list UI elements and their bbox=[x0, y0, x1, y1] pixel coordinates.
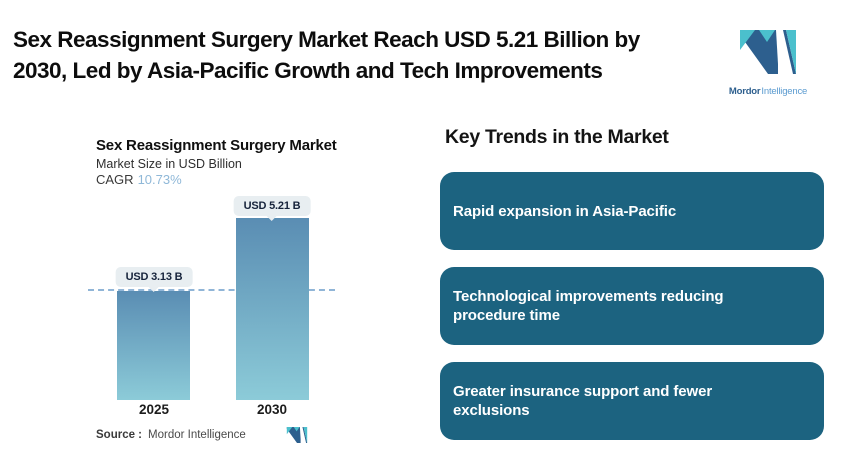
brand-name-bold: Mordor bbox=[728, 86, 761, 97]
x-axis-label-2030: 2030 bbox=[256, 402, 288, 417]
brand-wordmark: MordorIntelligence bbox=[728, 86, 808, 97]
source-value: Mordor Intelligence bbox=[148, 429, 246, 441]
chart-subtitle: Market Size in USD Billion bbox=[96, 157, 242, 171]
source-label: Source : bbox=[96, 429, 143, 441]
value-label-2030: USD 5.21 B bbox=[233, 196, 311, 216]
cagr-value: 10.73% bbox=[137, 172, 182, 187]
chart-cagr: CAGR 10.73% bbox=[96, 172, 182, 187]
page-title: Sex Reassignment Surgery Market Reach US… bbox=[13, 24, 723, 86]
trend-item-insurance-support: Greater insurance support and fewer excl… bbox=[440, 362, 824, 440]
trend-item-label: Greater insurance support and fewer excl… bbox=[453, 383, 713, 419]
reference-dashed-line bbox=[88, 289, 335, 291]
mordor-intelligence-logo-icon bbox=[740, 30, 796, 74]
mordor-intelligence-mini-logo-icon bbox=[286, 427, 308, 443]
trends-heading: Key Trends in the Market bbox=[445, 126, 669, 148]
trend-item-tech-improvements: Technological improvements reducing proc… bbox=[440, 267, 824, 345]
brand-logo: MordorIntelligence bbox=[728, 30, 808, 97]
bar-2030 bbox=[236, 218, 309, 400]
page-title-line1: Sex Reassignment Surgery Market Reach US… bbox=[13, 27, 640, 52]
page-title-line2: 2030, Led by Asia-Pacific Growth and Tec… bbox=[13, 58, 603, 83]
chart-title: Sex Reassignment Surgery Market bbox=[96, 137, 337, 154]
trend-item-asia-pacific: Rapid expansion in Asia-Pacific bbox=[440, 172, 824, 250]
cagr-label: CAGR bbox=[96, 172, 134, 187]
source-row: Source : Mordor Intelligence bbox=[96, 429, 246, 441]
bar-2025 bbox=[117, 291, 190, 400]
x-axis-label-2025: 2025 bbox=[138, 402, 170, 417]
brand-name-light: Intelligence bbox=[761, 86, 808, 97]
trend-item-label: Technological improvements reducing proc… bbox=[453, 288, 724, 324]
value-label-2025: USD 3.13 B bbox=[115, 267, 193, 287]
trend-item-label: Rapid expansion in Asia-Pacific bbox=[453, 202, 677, 220]
